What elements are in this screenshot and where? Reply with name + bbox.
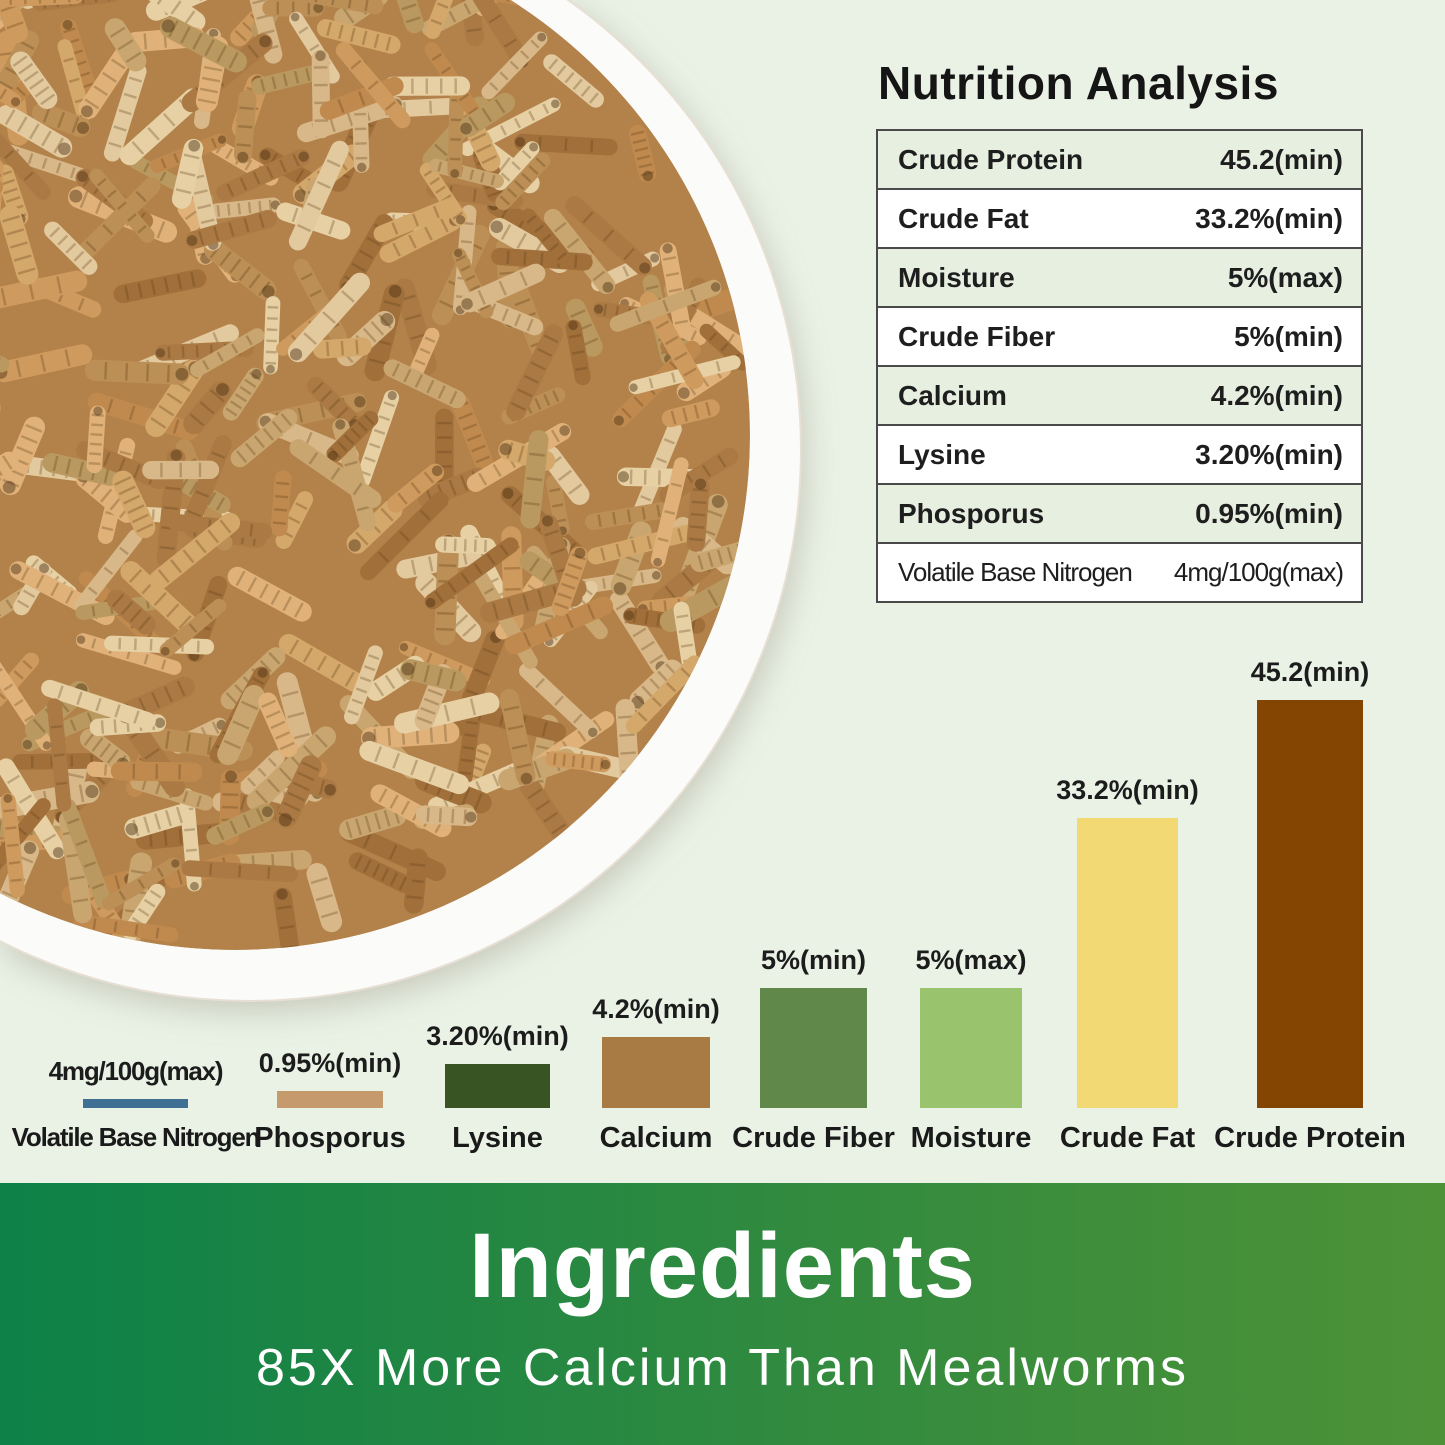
larvae-plate-photo — [0, 0, 802, 1002]
larvae-pile — [0, 0, 750, 950]
bar-label: Lysine — [452, 1122, 543, 1154]
row-label: Crude Fat — [877, 188, 1120, 249]
bar-value: 33.2%(min) — [1056, 775, 1199, 805]
bar-group-crude-fat: 33.2%(min) Crude Fat — [1056, 775, 1199, 1154]
row-value: 3.20%(min) — [1119, 424, 1362, 485]
table-row: Calcium 4.2%(min) — [877, 365, 1362, 426]
banner-title: Ingredients — [469, 1215, 976, 1317]
row-label: Volatile Base Nitrogen — [877, 542, 1133, 603]
bar-label: Crude Protein — [1214, 1122, 1406, 1154]
bar-label: Crude Fat — [1059, 1122, 1196, 1154]
nutrition-table: Crude Protein 45.2(min) Crude Fat 33.2%(… — [876, 129, 1363, 604]
banner-subtitle: 85X More Calcium Than Mealworms — [256, 1339, 1189, 1397]
row-value: 0.95%(min) — [1119, 483, 1362, 544]
table-row: Crude Fiber 5%(min) — [877, 306, 1362, 367]
bar-value: 5%(max) — [915, 945, 1027, 975]
table-row: Phosporus 0.95%(min) — [877, 483, 1362, 544]
bar-label: Calcium — [599, 1122, 713, 1154]
bar — [1257, 700, 1363, 1108]
row-value: 5%(max) — [1119, 247, 1362, 308]
bar — [1077, 818, 1178, 1108]
bar-label: Phosporus — [254, 1122, 406, 1154]
bar-group-crude-protein: 45.2(min) Crude Protein — [1214, 657, 1406, 1154]
table-row: Volatile Base Nitrogen 4mg/100g(max) — [877, 542, 1362, 603]
bar-value: 45.2(min) — [1250, 657, 1370, 687]
row-label: Crude Protein — [898, 143, 1084, 175]
row-value: 5%(min) — [1119, 306, 1362, 367]
table-row: Crude Protein 45.2(min) — [877, 130, 1362, 190]
row-label: Calcium — [877, 365, 1120, 426]
nutrition-analysis-panel: Nutrition Analysis Crude Protein 45.2(mi… — [876, 56, 1363, 604]
table-row: Crude Fat 33.2%(min) — [877, 188, 1362, 249]
table-row: Moisture 5%(max) — [877, 247, 1362, 308]
row-value: 4mg/100g(max) — [1119, 542, 1362, 603]
bar-group-moisture: 5%(max) Moisture — [911, 945, 1032, 1154]
ingredients-banner: Ingredients 85X More Calcium Than Mealwo… — [0, 1183, 1445, 1445]
bar-label: Volatile Base Nitrogen — [11, 1122, 261, 1152]
table-row: Lysine 3.20%(min) — [877, 424, 1362, 485]
row-value: 4.2%(min) — [1119, 365, 1362, 426]
bar-label: Crude Fiber — [732, 1122, 895, 1154]
row-label: Moisture — [877, 247, 1120, 308]
row-label: Lysine — [877, 424, 1120, 485]
row-label: Phosporus — [877, 483, 1120, 544]
row-value: 33.2%(min) — [1119, 188, 1362, 249]
row-value: 45.2(min) — [1220, 143, 1343, 175]
row-label: Crude Fiber — [877, 306, 1120, 367]
bar-label: Moisture — [910, 1122, 1032, 1154]
nutrition-title: Nutrition Analysis — [878, 57, 1279, 109]
bar — [920, 988, 1022, 1108]
